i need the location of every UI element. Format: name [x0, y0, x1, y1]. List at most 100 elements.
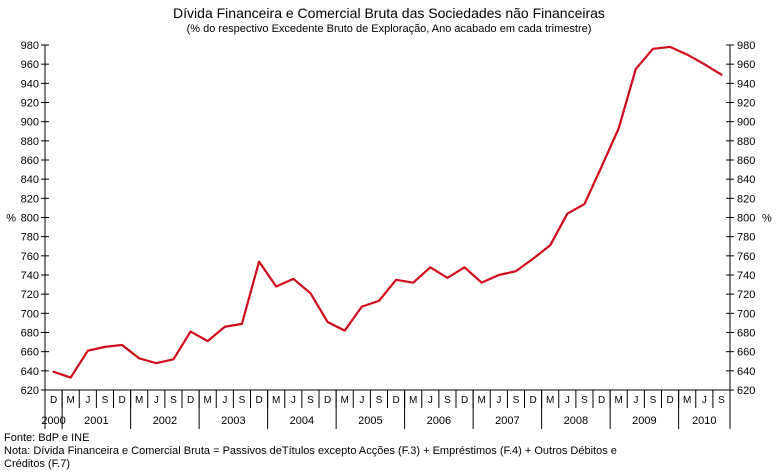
y-tick-label-right: 740	[737, 270, 755, 282]
y-tick-label-right: 820	[737, 193, 755, 205]
y-tick-label-left: 920	[21, 98, 39, 110]
x-quarter-label: S	[513, 395, 520, 406]
x-quarter-label: D	[187, 395, 194, 406]
chart-subtitle: (% do respectivo Excedente Bruto de Expl…	[186, 23, 592, 35]
y-tick-label-left: 900	[21, 117, 39, 129]
y-tick-label-left: 800	[21, 213, 39, 225]
x-year-label: 2000	[41, 415, 65, 427]
x-quarter-label: M	[135, 395, 143, 406]
x-year-label: 2002	[153, 415, 177, 427]
x-year-label: 2003	[221, 415, 245, 427]
y-tick-label-left: 680	[21, 328, 39, 340]
y-tick-label-left: 660	[21, 347, 39, 359]
x-quarter-label: D	[666, 395, 673, 406]
y-axis-unit-left: %	[6, 213, 16, 225]
x-quarter-label: D	[461, 395, 468, 406]
y-tick-label-left: 740	[21, 270, 39, 282]
y-tick-label-left: 940	[21, 78, 39, 90]
y-tick-label-left: 860	[21, 155, 39, 167]
y-tick-label-right: 880	[737, 136, 755, 148]
x-quarter-label: J	[702, 395, 707, 406]
x-quarter-label: S	[444, 395, 451, 406]
x-quarter-label: D	[50, 395, 57, 406]
y-tick-label-right: 720	[737, 289, 755, 301]
x-year-label: 2004	[290, 415, 314, 427]
x-quarter-label: M	[615, 395, 623, 406]
x-year-label: 2010	[692, 415, 716, 427]
y-axis-unit-right: %	[762, 213, 772, 225]
x-quarter-label: J	[565, 395, 570, 406]
chart-footnotes: Fonte: BdP e INE Nota: Dívida Financeira…	[4, 432, 774, 471]
x-quarter-label: S	[718, 395, 725, 406]
x-quarter-label: S	[581, 395, 588, 406]
x-quarter-label: S	[102, 395, 109, 406]
y-tick-label-left: 960	[21, 59, 39, 71]
y-tick-label-right: 960	[737, 59, 755, 71]
y-tick-label-left: 780	[21, 232, 39, 244]
x-quarter-label: J	[428, 395, 433, 406]
x-quarter-label: M	[478, 395, 486, 406]
y-tick-label-right: 980	[737, 40, 755, 52]
x-year-label: 2009	[632, 415, 656, 427]
x-quarter-label: M	[272, 395, 280, 406]
x-quarter-label: J	[154, 395, 159, 406]
y-tick-label-right: 860	[737, 155, 755, 167]
x-quarter-label: J	[85, 395, 90, 406]
x-quarter-label: D	[598, 395, 605, 406]
x-quarter-label: S	[307, 395, 314, 406]
y-tick-label-right: 640	[737, 366, 755, 378]
x-quarter-label: D	[255, 395, 262, 406]
y-tick-label-right: 800	[737, 213, 755, 225]
nota-line-1: Nota: Dívida Financeira e Comercial Brut…	[4, 445, 617, 457]
x-quarter-label: M	[341, 395, 349, 406]
y-tick-label-left: 980	[21, 40, 39, 52]
chart-title: Dívida Financeira e Comercial Bruta das …	[173, 5, 605, 21]
x-quarter-label: D	[118, 395, 125, 406]
x-quarter-label: M	[546, 395, 554, 406]
y-tick-label-left: 620	[21, 385, 39, 397]
x-quarter-label: D	[529, 395, 536, 406]
y-tick-label-right: 620	[737, 385, 755, 397]
x-quarter-label: M	[204, 395, 212, 406]
x-year-label: 2005	[358, 415, 382, 427]
y-tick-label-right: 680	[737, 328, 755, 340]
y-tick-label-left: 640	[21, 366, 39, 378]
y-tick-label-left: 700	[21, 308, 39, 320]
x-quarter-label: J	[291, 395, 296, 406]
y-tick-label-left: 880	[21, 136, 39, 148]
x-quarter-label: D	[392, 395, 399, 406]
x-quarter-label: J	[359, 395, 364, 406]
source-note: Fonte: BdP e INE	[4, 432, 90, 444]
y-tick-label-right: 840	[737, 174, 755, 186]
x-quarter-label: J	[496, 395, 501, 406]
y-tick-label-right: 700	[737, 308, 755, 320]
x-year-label: 2007	[495, 415, 519, 427]
x-quarter-label: S	[170, 395, 177, 406]
nota-line-2: Créditos (F.7)	[4, 458, 71, 470]
x-quarter-label: M	[409, 395, 417, 406]
x-year-label: 2008	[564, 415, 588, 427]
series-line	[52, 45, 723, 379]
y-tick-label-left: 840	[21, 174, 39, 186]
x-year-label: 2001	[84, 415, 108, 427]
x-quarter-label: J	[633, 395, 638, 406]
y-tick-label-left: 720	[21, 289, 39, 301]
x-quarter-label: S	[376, 395, 383, 406]
y-tick-label-right: 760	[737, 251, 755, 263]
y-tick-label-right: 940	[737, 78, 755, 90]
x-quarter-label: S	[650, 395, 657, 406]
x-quarter-label: D	[324, 395, 331, 406]
x-quarter-label: S	[239, 395, 246, 406]
y-tick-label-right: 920	[737, 98, 755, 110]
y-tick-label-right: 780	[737, 232, 755, 244]
x-quarter-label: M	[683, 395, 691, 406]
x-quarter-label: J	[222, 395, 227, 406]
x-year-label: 2006	[427, 415, 451, 427]
y-tick-label-right: 900	[737, 117, 755, 129]
y-tick-label-right: 660	[737, 347, 755, 359]
y-tick-label-left: 820	[21, 193, 39, 205]
y-tick-label-left: 760	[21, 251, 39, 263]
x-quarter-label: M	[67, 395, 75, 406]
